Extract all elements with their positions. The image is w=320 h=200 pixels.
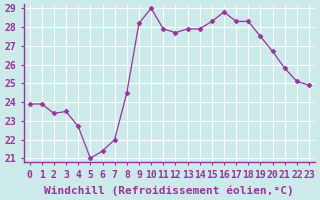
X-axis label: Windchill (Refroidissement éolien,°C): Windchill (Refroidissement éolien,°C) [44,185,294,196]
